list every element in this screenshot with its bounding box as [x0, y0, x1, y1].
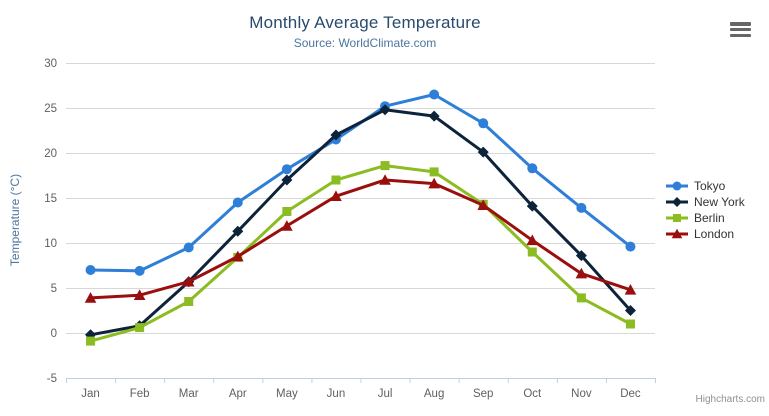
data-point-marker[interactable] [84, 292, 97, 303]
y-tick-label: 10 [44, 238, 57, 250]
x-tick-label: Dec [620, 388, 641, 400]
data-point-marker[interactable] [281, 174, 293, 186]
data-point-marker[interactable] [575, 267, 588, 279]
x-axis [66, 378, 656, 383]
data-point-marker[interactable] [527, 247, 537, 257]
series-new-york[interactable] [85, 104, 636, 341]
legend-marker-square-icon [666, 214, 688, 222]
data-point-marker[interactable] [625, 241, 636, 252]
export-menu-button[interactable] [730, 22, 751, 37]
data-point-marker[interactable] [429, 167, 439, 177]
credits-link[interactable]: Highcharts.com [695, 394, 765, 405]
data-point-marker[interactable] [429, 89, 440, 100]
data-point-marker[interactable] [624, 305, 636, 316]
hamburger-menu-icon [730, 33, 751, 37]
legend-item-new-york[interactable]: New York [665, 194, 745, 210]
data-point-marker[interactable] [232, 225, 244, 237]
data-point-marker[interactable] [428, 177, 440, 189]
data-point-marker[interactable] [624, 284, 637, 295]
data-point-marker[interactable] [135, 323, 145, 333]
data-point-marker[interactable] [673, 214, 681, 222]
legend-marker-diamond-icon [666, 197, 688, 207]
chart-title: Monthly Average Temperature [249, 13, 481, 32]
series-line[interactable] [89, 164, 632, 343]
data-point-marker[interactable] [478, 118, 489, 129]
data-point-marker[interactable] [232, 197, 243, 208]
legend-marker-triangle-icon [666, 228, 688, 239]
legend-label: Tokyo [694, 179, 726, 193]
legend-label: New York [694, 195, 745, 209]
legend-item-berlin[interactable]: Berlin [665, 210, 745, 226]
x-axis-labels: Jan Feb Mar Apr May Jun Jul Aug Sep Oct Nov Dec [81, 388, 641, 400]
data-point-marker[interactable] [281, 164, 292, 175]
series-line[interactable] [89, 178, 632, 300]
x-tick-label: Feb [130, 388, 150, 400]
legend-label: London [694, 227, 735, 241]
data-point-marker[interactable] [477, 146, 489, 158]
series-line[interactable] [89, 108, 632, 337]
x-tick-label: Aug [424, 388, 444, 400]
x-tick-label: Apr [229, 388, 247, 400]
legend-marker-circle-icon [666, 181, 688, 191]
data-point-marker[interactable] [576, 202, 587, 213]
x-tick-label: Nov [571, 388, 592, 400]
legend-item-london[interactable]: London [665, 226, 745, 242]
y-tick-label: 30 [44, 58, 57, 70]
data-point-marker[interactable] [86, 336, 96, 346]
series-tokyo[interactable] [85, 89, 636, 276]
x-tick-label: Jul [378, 388, 393, 400]
y-axis-labels: -5 0 5 10 15 20 25 30 [44, 58, 57, 385]
data-point-marker[interactable] [527, 163, 538, 174]
x-tick-label: Mar [179, 388, 199, 400]
y-tick-label: 20 [44, 148, 57, 160]
x-tick-label: Jun [327, 388, 346, 400]
y-tick-label: 0 [51, 328, 57, 340]
y-gridlines [66, 63, 655, 379]
data-point-marker[interactable] [672, 181, 682, 191]
data-point-marker[interactable] [526, 200, 538, 212]
data-point-marker[interactable] [85, 265, 96, 275]
x-tick-label: Oct [523, 388, 542, 400]
data-point-marker[interactable] [282, 207, 292, 216]
hamburger-menu-icon [730, 27, 751, 32]
data-point-marker[interactable] [672, 197, 682, 207]
data-point-marker[interactable] [428, 110, 440, 122]
legend-label: Berlin [694, 211, 725, 225]
legend-item-tokyo[interactable]: Tokyo [665, 178, 745, 194]
data-point-marker[interactable] [182, 275, 195, 287]
data-point-marker[interactable] [330, 190, 342, 201]
series-london[interactable] [84, 174, 637, 303]
data-point-marker[interactable] [671, 228, 683, 239]
data-point-marker[interactable] [576, 293, 586, 303]
data-point-marker[interactable] [526, 234, 539, 246]
data-point-marker[interactable] [134, 265, 145, 276]
data-point-marker[interactable] [231, 250, 244, 262]
data-point-marker[interactable] [625, 319, 635, 329]
y-tick-label: 5 [51, 283, 57, 295]
data-point-marker[interactable] [330, 129, 342, 141]
data-point-marker[interactable] [133, 289, 146, 300]
y-tick-label: 25 [44, 103, 57, 115]
y-tick-label: 15 [44, 193, 57, 205]
x-tick-label: Sep [473, 388, 493, 400]
data-point-marker[interactable] [281, 220, 293, 231]
data-point-marker[interactable] [575, 250, 587, 262]
data-point-marker[interactable] [379, 104, 391, 116]
data-point-marker[interactable] [184, 297, 194, 306]
hamburger-menu-icon [730, 22, 751, 26]
data-point-marker[interactable] [379, 174, 391, 185]
x-tick-label: May [276, 388, 298, 400]
chart-subtitle: Source: WorldClimate.com [293, 36, 437, 50]
data-point-marker[interactable] [477, 199, 490, 210]
data-point-marker[interactable] [331, 175, 341, 185]
data-point-marker[interactable] [183, 242, 194, 253]
data-point-marker[interactable] [380, 161, 390, 171]
x-tick-label: Jan [81, 388, 100, 400]
legend: Tokyo New York Berlin London [665, 178, 745, 242]
y-tick-label: -5 [47, 373, 57, 385]
